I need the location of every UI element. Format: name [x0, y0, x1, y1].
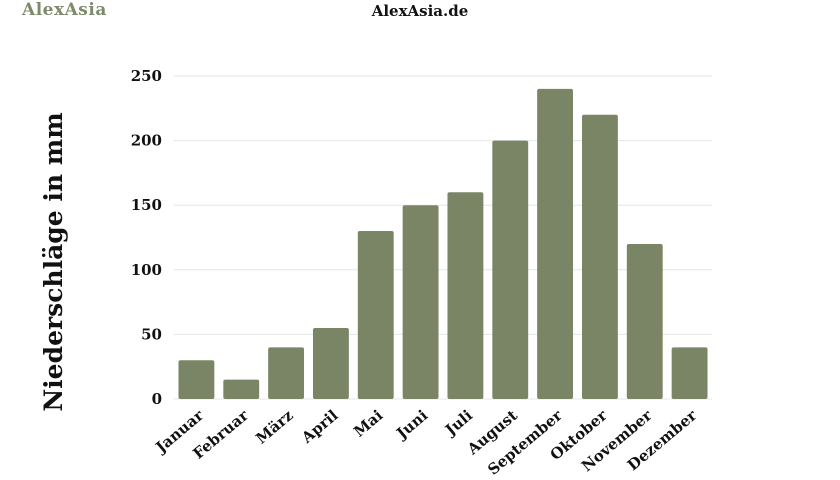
- y-axis-label: Niederschläge in mm: [39, 112, 68, 411]
- y-tick-label: 100: [131, 261, 162, 279]
- brand-logo: AlexAsia: [22, 0, 107, 20]
- bar-august: [492, 140, 529, 399]
- bar-april: [312, 327, 349, 399]
- gridlines: [174, 75, 712, 400]
- x-tick-label: Juni: [392, 406, 432, 444]
- bar-juli: [447, 192, 484, 399]
- bar-mai: [357, 231, 394, 399]
- bar-januar: [178, 360, 215, 399]
- bar-september: [537, 88, 574, 400]
- y-tick-label: 200: [131, 132, 162, 150]
- x-tick-label: März: [252, 406, 297, 448]
- chart-title: AlexAsia.de: [371, 2, 469, 20]
- bar-juni: [402, 205, 439, 399]
- bar-märz: [268, 347, 305, 399]
- bar-november: [626, 243, 663, 399]
- y-axis-ticks: 0 50 100 150 200 250: [131, 67, 162, 408]
- x-tick-label: April: [297, 406, 341, 447]
- x-tick-label: Mai: [350, 406, 386, 441]
- bars: [178, 88, 708, 400]
- x-tick-label: Juli: [440, 406, 476, 440]
- y-tick-label: 250: [131, 67, 162, 85]
- bar-dezember: [671, 347, 708, 399]
- bar-oktober: [581, 114, 618, 399]
- y-tick-label: 50: [141, 325, 162, 343]
- y-tick-label: 150: [131, 196, 162, 214]
- y-tick-label: 0: [152, 390, 162, 408]
- bar-februar: [223, 379, 260, 399]
